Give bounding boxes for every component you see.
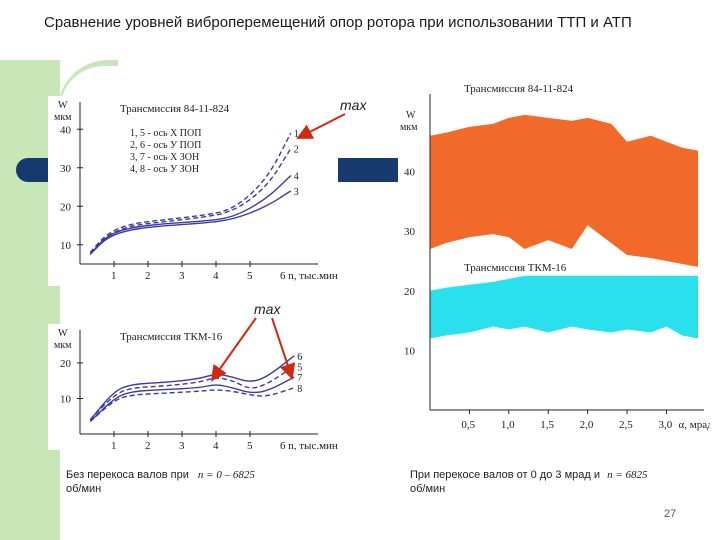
x-tick-label: 2,5 bbox=[619, 419, 633, 431]
x-tick-label: 3 bbox=[179, 440, 185, 450]
y-tick-label: 20 bbox=[60, 201, 72, 213]
series-end-label: 1 bbox=[294, 129, 299, 140]
y-axis-label-w: W bbox=[406, 110, 416, 121]
x-tick-label: 5 bbox=[247, 440, 253, 450]
series-end-label: 2 bbox=[294, 145, 299, 156]
area-band-orange bbox=[430, 114, 698, 267]
caption-left: Без перекоса валов при n = 0 – 6825 об/м… bbox=[66, 468, 316, 496]
x-axis-label: α, мрад bbox=[678, 419, 710, 431]
caption-right-text-2: об/мин bbox=[410, 483, 446, 495]
series-end-label: 4 bbox=[294, 171, 299, 182]
x-tick-label: 1 bbox=[111, 440, 117, 450]
x-tick-label: 2 bbox=[145, 440, 151, 450]
series-line-8 bbox=[89, 387, 295, 423]
y-tick-label: 10 bbox=[60, 240, 72, 252]
y-tick-label: 10 bbox=[404, 345, 416, 357]
x-tick-label: 3 bbox=[179, 270, 185, 282]
page-number: 27 bbox=[664, 508, 677, 520]
x-tick-label: 2,0 bbox=[580, 419, 594, 431]
y-axis-label-w: W bbox=[58, 328, 68, 339]
y-tick-label: 40 bbox=[60, 124, 72, 136]
y-tick-label: 20 bbox=[60, 358, 72, 370]
chart-title: Трансмиссия ТКМ-16 bbox=[120, 331, 223, 343]
series-line-4 bbox=[89, 174, 292, 255]
slide-title: Сравнение уровней виброперемещений опор … bbox=[44, 14, 632, 31]
caption-left-text-1: Без перекоса валов при bbox=[66, 469, 189, 481]
caption-right-formula: n = 6825 bbox=[607, 469, 648, 481]
series-end-label: 8 bbox=[297, 384, 302, 395]
caption-left-text-2: об/мин bbox=[66, 483, 102, 495]
max-label-top: max bbox=[340, 97, 367, 113]
y-axis-label-unit: мкм bbox=[54, 112, 72, 123]
series-end-label: 3 bbox=[294, 187, 299, 198]
x-tick-label: 5 bbox=[247, 270, 253, 282]
series-line-3 bbox=[89, 190, 292, 255]
x-tick-label: 1,5 bbox=[540, 419, 554, 431]
y-tick-label: 40 bbox=[404, 167, 416, 179]
series-line-6 bbox=[89, 355, 295, 421]
y-tick-label: 20 bbox=[404, 286, 416, 298]
caption-right: При перекосе валов от 0 до 3 мрад и n = … bbox=[410, 468, 710, 496]
caption-right-text-1: При перекосе валов от 0 до 3 мрад и bbox=[410, 469, 600, 481]
chart-title-top: Трансмиссия 84-11-824 bbox=[464, 83, 574, 95]
x-axis-label: 6 n, тыс.мин⁻¹ bbox=[280, 270, 338, 282]
y-tick-label: 30 bbox=[60, 163, 72, 175]
y-tick-label: 30 bbox=[404, 226, 416, 238]
chart-title-bottom: Трансмиссия ТКМ-16 bbox=[464, 262, 567, 274]
series-end-label: 5 bbox=[297, 362, 302, 373]
legend-entry: 3, 7 - ось Х ЗОН bbox=[130, 152, 199, 163]
legend-entry: 4, 8 - ось У ЗОН bbox=[130, 164, 199, 175]
x-tick-label: 1,0 bbox=[501, 419, 515, 431]
series-end-label: 7 bbox=[297, 373, 302, 384]
legend-entry: 1, 5 - ось Х ПОП bbox=[130, 128, 201, 139]
area-band-cyan bbox=[430, 275, 698, 339]
y-axis-label-unit: мкм bbox=[54, 340, 72, 351]
series-line-7 bbox=[89, 376, 295, 423]
x-tick-label: 1 bbox=[111, 270, 117, 282]
x-tick-label: 4 bbox=[213, 270, 219, 282]
y-axis-label-unit: мкм bbox=[400, 122, 418, 133]
legend-entry: 2, 6 - ось У ПОП bbox=[130, 140, 201, 151]
chart-title: Трансмиссия 84-11-824 bbox=[120, 103, 230, 115]
x-tick-label: 0,5 bbox=[461, 419, 475, 431]
x-axis-label: 6 n, тыс.мин⁻¹ bbox=[280, 440, 338, 450]
series-end-label: 6 bbox=[297, 352, 302, 363]
y-axis-label-w: W bbox=[58, 100, 68, 111]
x-tick-label: 2 bbox=[145, 270, 151, 282]
y-tick-label: 10 bbox=[60, 393, 72, 405]
series-line-1 bbox=[89, 132, 292, 253]
x-tick-label: 3,0 bbox=[658, 419, 672, 431]
max-label-bottom: max bbox=[254, 301, 281, 317]
series-line-5 bbox=[89, 365, 295, 421]
x-tick-label: 4 bbox=[213, 440, 219, 450]
caption-left-formula: n = 0 – 6825 bbox=[197, 469, 255, 481]
